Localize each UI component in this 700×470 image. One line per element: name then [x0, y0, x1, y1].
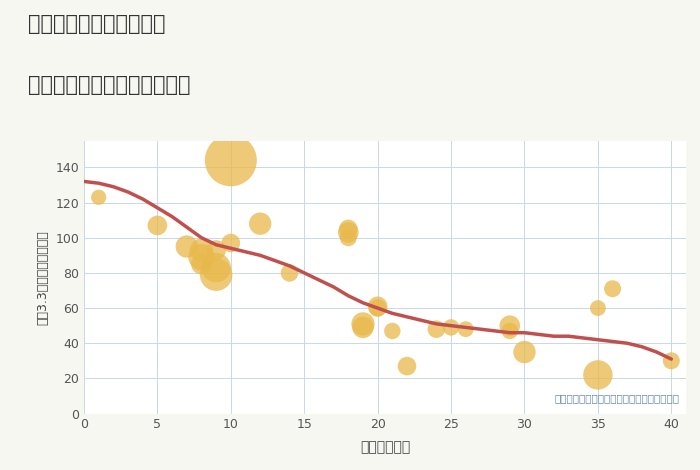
- Point: [607, 285, 618, 292]
- Point: [445, 324, 456, 331]
- Point: [401, 362, 412, 370]
- Point: [372, 303, 384, 310]
- Point: [666, 357, 677, 365]
- Point: [211, 246, 222, 254]
- Point: [343, 234, 354, 242]
- Point: [93, 194, 104, 201]
- Point: [196, 246, 207, 254]
- Text: 築年数別中古マンション価格: 築年数別中古マンション価格: [28, 75, 190, 95]
- Point: [343, 229, 354, 236]
- Point: [592, 304, 603, 312]
- Point: [255, 220, 266, 227]
- Point: [460, 325, 471, 333]
- Y-axis label: 坪（3.3㎡）単価（万円）: 坪（3.3㎡）単価（万円）: [36, 230, 50, 325]
- Point: [225, 157, 237, 164]
- Point: [196, 253, 207, 261]
- Point: [592, 371, 603, 379]
- Text: 円の大きさは、取引のあった物件面積を示す: 円の大きさは、取引のあった物件面積を示す: [555, 393, 680, 403]
- Point: [196, 260, 207, 268]
- Point: [519, 348, 530, 356]
- Point: [181, 243, 193, 251]
- Text: 奈良県奈良市二名平野の: 奈良県奈良市二名平野の: [28, 14, 165, 34]
- Point: [504, 322, 515, 329]
- Point: [211, 264, 222, 271]
- Point: [284, 269, 295, 277]
- Point: [343, 225, 354, 233]
- Point: [211, 271, 222, 278]
- Point: [430, 325, 442, 333]
- Point: [358, 324, 369, 331]
- Point: [225, 239, 237, 247]
- Point: [358, 320, 369, 328]
- Point: [152, 222, 163, 229]
- X-axis label: 築年数（年）: 築年数（年）: [360, 440, 410, 454]
- Point: [386, 327, 398, 335]
- Point: [504, 327, 515, 335]
- Point: [372, 304, 384, 312]
